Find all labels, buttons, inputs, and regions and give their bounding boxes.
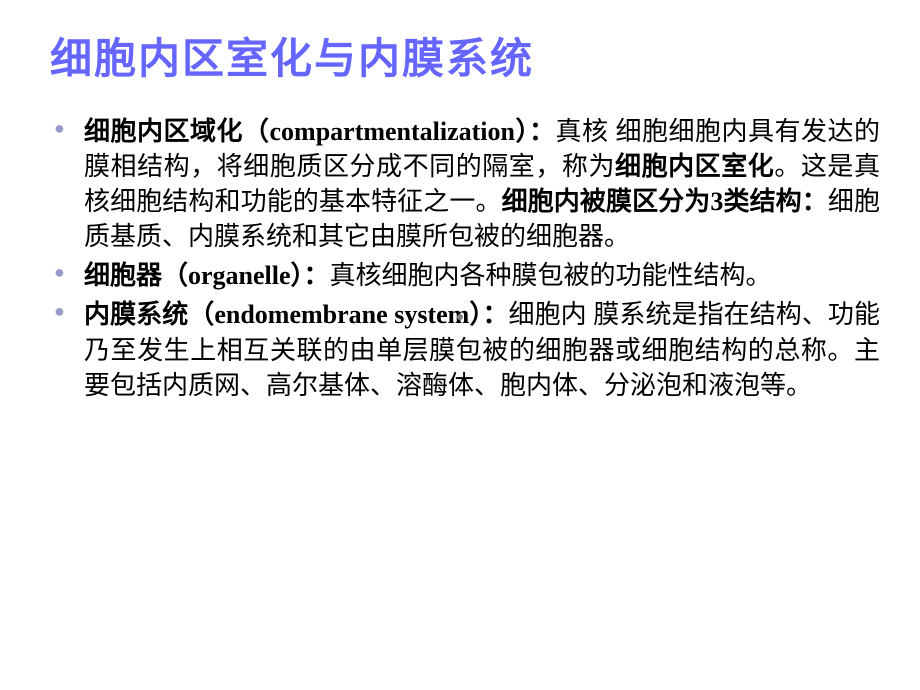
bullet-item: 细胞器（organelle）：真核细胞内各种膜包被的功能性结构。 — [50, 258, 880, 293]
bold-text: 细胞内区域化（compartmentalization）： — [84, 117, 556, 146]
slide-title: 细胞内区室化与内膜系统 — [50, 25, 880, 86]
bullet-item: 细胞内区域化（compartmentalization）：真核 细胞细胞内具有发… — [50, 114, 880, 254]
slide-container: 细胞内区室化与内膜系统 细胞内区域化（compartmentalization）… — [0, 0, 920, 690]
bold-text: 细胞内被膜区分为3类结构： — [502, 187, 828, 216]
bold-text: 内膜系统（endomembrane system）： — [84, 300, 509, 329]
bold-text: 细胞内区室化 — [615, 152, 774, 181]
bullet-list: 细胞内区域化（compartmentalization）：真核 细胞细胞内具有发… — [50, 114, 880, 403]
bullet-item: 内膜系统（endomembrane system）：细胞内 膜系统是指在结构、功… — [50, 297, 880, 402]
bold-text: 细胞器（organelle）： — [84, 261, 330, 290]
plain-text: 真核细胞内各种膜包被的功能性结构。 — [330, 261, 772, 290]
center-marker — [457, 314, 463, 320]
